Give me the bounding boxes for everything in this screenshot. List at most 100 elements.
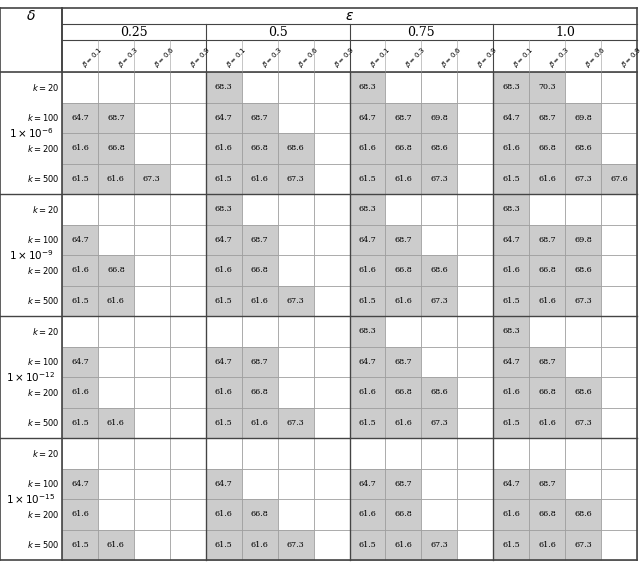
Bar (529, 163, 565, 194)
Text: 66.8: 66.8 (394, 144, 412, 152)
Bar (170, 133, 205, 163)
Bar (349, 224, 385, 255)
Text: 67.3: 67.3 (287, 541, 305, 549)
Bar (314, 133, 349, 163)
Bar (349, 133, 385, 163)
Text: 68.3: 68.3 (502, 327, 520, 335)
Bar (493, 468, 529, 499)
Bar (421, 377, 458, 407)
Bar (565, 529, 601, 560)
Text: 61.6: 61.6 (251, 419, 269, 427)
Text: 68.7: 68.7 (251, 358, 268, 366)
Bar (205, 163, 242, 194)
Bar (529, 346, 565, 377)
Bar (458, 499, 493, 529)
Bar (134, 438, 170, 468)
Bar (349, 285, 385, 316)
Bar (601, 102, 637, 133)
Bar (601, 438, 637, 468)
Text: $\beta=0.9$: $\beta=0.9$ (476, 45, 500, 70)
Bar (134, 102, 170, 133)
Text: 61.6: 61.6 (358, 144, 376, 152)
Bar (98, 285, 134, 316)
Text: 68.6: 68.6 (431, 144, 448, 152)
Text: 61.6: 61.6 (107, 419, 125, 427)
Bar (62, 285, 98, 316)
Bar (349, 407, 385, 438)
Bar (458, 468, 493, 499)
Bar (385, 224, 421, 255)
Bar (565, 438, 601, 468)
Text: 67.3: 67.3 (574, 541, 592, 549)
Text: $\delta$: $\delta$ (26, 9, 36, 23)
Bar (62, 407, 98, 438)
Bar (421, 224, 458, 255)
Text: 61.5: 61.5 (215, 541, 232, 549)
Text: $\beta=0.1$: $\beta=0.1$ (511, 45, 536, 70)
Text: 70.3: 70.3 (538, 83, 556, 92)
Text: 61.6: 61.6 (394, 175, 412, 182)
Text: 67.3: 67.3 (431, 175, 448, 182)
Bar (205, 346, 242, 377)
Bar (170, 72, 205, 102)
Bar (529, 285, 565, 316)
Bar (458, 194, 493, 224)
Text: $\beta=0.1$: $\beta=0.1$ (367, 45, 392, 70)
Bar (98, 224, 134, 255)
Text: 61.6: 61.6 (394, 419, 412, 427)
Bar (62, 499, 98, 529)
Text: 64.7: 64.7 (358, 236, 376, 244)
Text: 61.6: 61.6 (502, 510, 520, 518)
Bar (98, 194, 134, 224)
Bar (62, 163, 98, 194)
Bar (529, 102, 565, 133)
Text: 67.3: 67.3 (574, 297, 592, 305)
Bar (205, 438, 242, 468)
Text: 68.3: 68.3 (358, 327, 376, 335)
Bar (421, 468, 458, 499)
Text: $k=200$: $k=200$ (26, 508, 59, 520)
Bar (205, 499, 242, 529)
Text: 64.7: 64.7 (358, 114, 376, 121)
Bar (278, 72, 314, 102)
Bar (385, 72, 421, 102)
Text: 68.6: 68.6 (574, 144, 592, 152)
Text: 64.7: 64.7 (502, 114, 520, 121)
Text: 68.7: 68.7 (395, 236, 412, 244)
Bar (278, 377, 314, 407)
Bar (458, 255, 493, 285)
Bar (493, 346, 529, 377)
Bar (242, 499, 278, 529)
Text: $\beta=0.6$: $\beta=0.6$ (583, 45, 609, 70)
Text: 68.6: 68.6 (574, 266, 592, 274)
Bar (170, 529, 205, 560)
Bar (493, 102, 529, 133)
Text: 61.6: 61.6 (215, 388, 233, 396)
Text: 67.6: 67.6 (610, 175, 628, 182)
Bar (314, 224, 349, 255)
Text: 64.7: 64.7 (358, 480, 376, 488)
Text: 0.5: 0.5 (268, 25, 287, 38)
Bar (278, 499, 314, 529)
Bar (349, 377, 385, 407)
Bar (529, 407, 565, 438)
Text: 68.6: 68.6 (287, 144, 305, 152)
Bar (98, 377, 134, 407)
Bar (601, 285, 637, 316)
Text: 66.8: 66.8 (394, 266, 412, 274)
Text: 61.5: 61.5 (358, 297, 376, 305)
Text: 69.8: 69.8 (431, 114, 448, 121)
Bar (242, 72, 278, 102)
Bar (134, 377, 170, 407)
Text: 61.6: 61.6 (215, 266, 233, 274)
Text: 61.6: 61.6 (358, 266, 376, 274)
Bar (314, 346, 349, 377)
Bar (134, 255, 170, 285)
Bar (349, 529, 385, 560)
Bar (242, 194, 278, 224)
Bar (314, 438, 349, 468)
Bar (385, 377, 421, 407)
Bar (349, 468, 385, 499)
Bar (601, 529, 637, 560)
Text: $\epsilon$: $\epsilon$ (345, 9, 354, 23)
